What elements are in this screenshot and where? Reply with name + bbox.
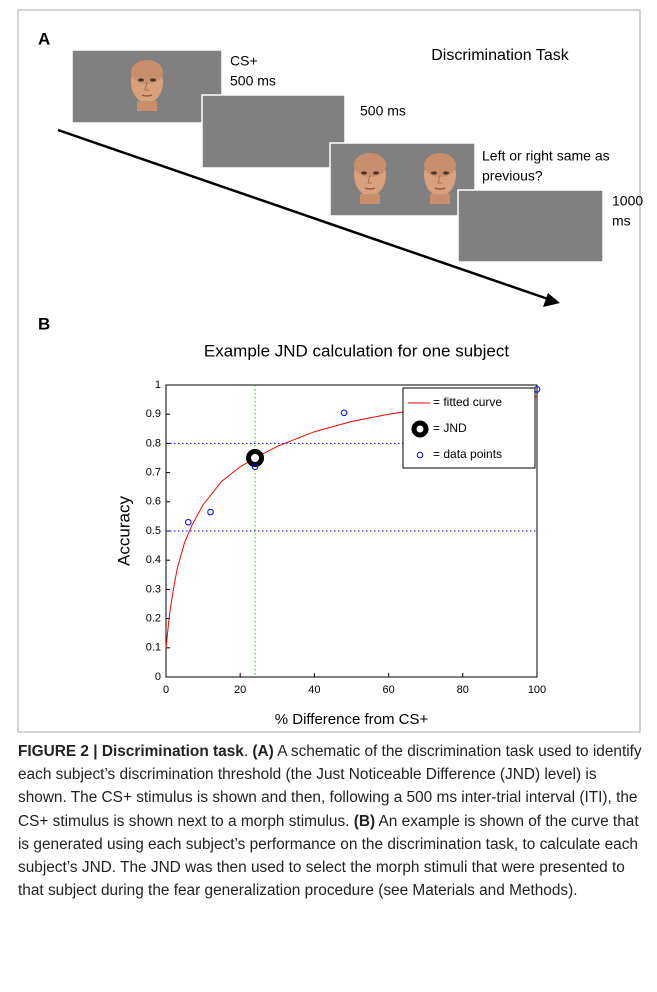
frame bbox=[201, 94, 346, 169]
y-tick-label: 0.8 bbox=[146, 437, 161, 449]
y-tick-label: 0.6 bbox=[146, 496, 161, 508]
caption-text: (A) bbox=[252, 743, 274, 760]
y-tick-label: 0.2 bbox=[146, 613, 161, 625]
frame-label: 500 ms bbox=[360, 103, 406, 119]
y-tick-label: 0.1 bbox=[146, 642, 161, 654]
data-point bbox=[340, 409, 348, 417]
y-tick-label: 0.5 bbox=[146, 525, 161, 537]
y-tick-label: 0.9 bbox=[146, 408, 161, 420]
x-tick-label: 60 bbox=[382, 684, 394, 696]
caption-text: FIGURE 2 | Discrimination task bbox=[18, 743, 244, 760]
data-point bbox=[207, 508, 214, 516]
chart-title: Example JND calculation for one subject bbox=[204, 341, 509, 360]
x-axis-label: % Difference from CS+ bbox=[275, 711, 429, 728]
caption-text: . bbox=[243, 743, 253, 760]
x-tick-label: 40 bbox=[308, 684, 320, 696]
x-tick-label: 80 bbox=[457, 684, 469, 696]
x-tick-label: 100 bbox=[528, 684, 546, 696]
frame bbox=[457, 189, 604, 263]
frame bbox=[329, 142, 476, 217]
data-point bbox=[184, 518, 192, 526]
legend-symbol bbox=[411, 420, 429, 438]
y-tick-label: 0.3 bbox=[146, 583, 161, 595]
panel-label: A bbox=[38, 29, 50, 48]
y-axis-label: Accuracy bbox=[114, 496, 133, 566]
x-tick-label: 20 bbox=[234, 684, 246, 696]
x-tick-label: 0 bbox=[163, 684, 169, 696]
frame-label: Left or right same as bbox=[482, 148, 610, 164]
legend-label: = JND bbox=[433, 421, 467, 435]
frame-label: CS+ bbox=[230, 53, 258, 69]
data-point bbox=[251, 463, 259, 471]
y-tick-label: 0 bbox=[155, 671, 161, 683]
frame-label: previous? bbox=[482, 168, 543, 184]
time-arrow bbox=[57, 128, 549, 301]
caption-text: An example is shown of the curve that is… bbox=[18, 812, 639, 900]
caption: FIGURE 2 | Discrimination task. (A) A sc… bbox=[18, 740, 642, 902]
jnd-marker bbox=[246, 449, 265, 467]
frame-label: 500 ms bbox=[230, 73, 276, 89]
caption-text: (B) bbox=[353, 812, 376, 830]
frame bbox=[71, 49, 223, 124]
frame-label: 1000 bbox=[612, 193, 643, 209]
caption-text: A schematic of the discrimination task u… bbox=[18, 743, 642, 830]
figure-border bbox=[17, 9, 641, 733]
legend-label: = data points bbox=[433, 447, 502, 461]
panel-title: Discrimination Task bbox=[431, 47, 570, 64]
arrow-head bbox=[543, 293, 560, 307]
legend-label: = fitted curve bbox=[433, 395, 502, 409]
y-tick-label: 0.4 bbox=[146, 554, 161, 566]
y-tick-label: 0.7 bbox=[146, 467, 161, 479]
y-tick-label: 1 bbox=[155, 379, 161, 391]
panel-label: B bbox=[38, 314, 50, 333]
figure: A Discrimination Task B CS+ 500 ms 500 ms L… bbox=[17, 9, 643, 733]
legend-symbol bbox=[416, 451, 424, 459]
frame-label: ms bbox=[612, 213, 631, 229]
